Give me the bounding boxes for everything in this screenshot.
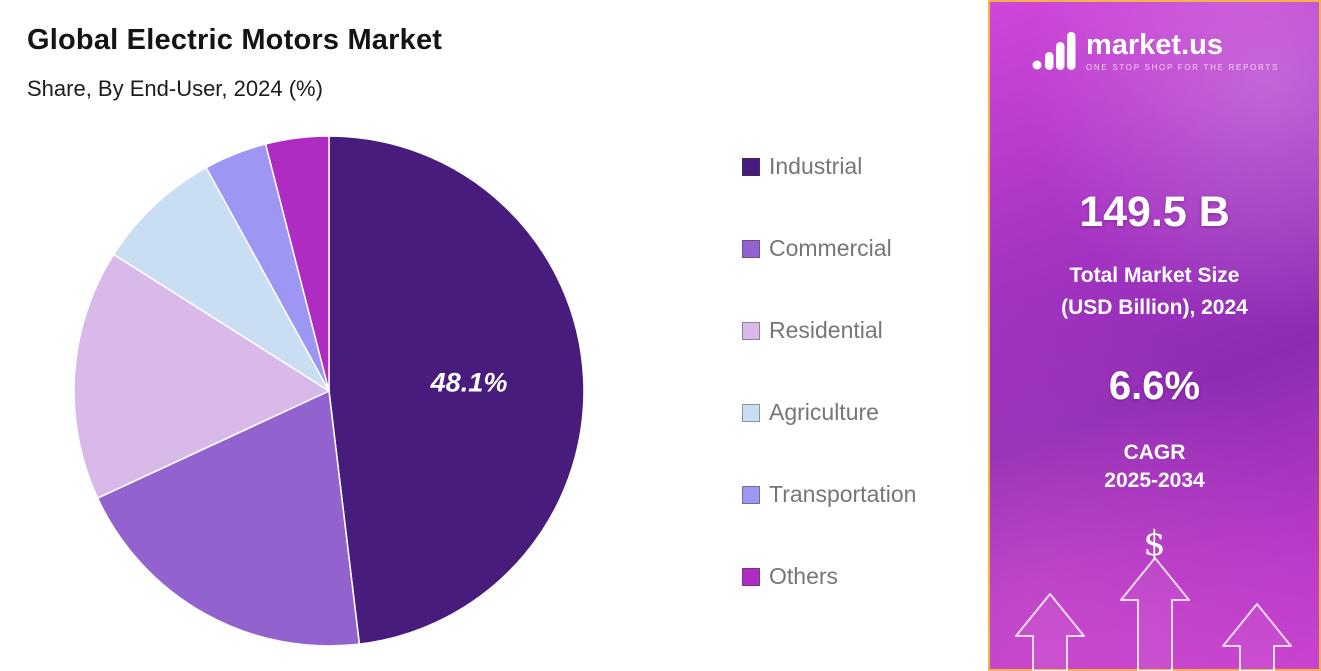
pie-slice-commercial [96,389,361,647]
chart-title: Global Electric Motors Market [27,24,443,56]
pie-chart: 48.1% [73,135,585,647]
market-size-label-line2: (USD Billion), 2024 [1061,295,1248,319]
market-size-value: 149.5 B [1079,188,1230,236]
brand-text: market.us ONE STOP SHOP FOR THE REPORTS [1085,28,1280,73]
legend-label: Industrial [769,153,863,179]
legend-item-residential: Residential [742,317,916,344]
legend: Industrial Commercial Residential Agricultu… [742,153,916,590]
cagr-label-line1: CAGR [1123,441,1186,464]
marketus-logo-icon [1032,32,1076,70]
pie-slice-agriculture [112,166,330,392]
legend-item-agriculture: Agriculture [742,399,916,426]
pie-slice-others [264,135,330,392]
market-size-label: Total Market Size (USD Billion), 2024 [990,260,1319,323]
promo-panel: market.us ONE STOP SHOP FOR THE REPORTS … [988,0,1321,671]
legend-item-others: Others [742,563,916,590]
legend-swatch-icon [742,157,760,176]
legend-swatch-icon [742,403,760,422]
legend-label: Agriculture [769,399,879,425]
legend-swatch-icon [742,567,760,586]
legend-swatch-icon [742,321,760,340]
cagr-label-line2: 2025-2034 [1104,469,1205,493]
pie-slice-residential [73,253,331,500]
legend-item-industrial: Industrial [742,153,916,180]
chart-subtitle: Share, By End-User, 2024 (%) [27,76,323,101]
legend-item-commercial: Commercial [742,235,916,262]
dollar-symbol: $ [1143,524,1166,564]
growth-arrows-icon [1014,557,1292,671]
market-size-label-line1: Total Market Size [1069,264,1240,287]
pie-slice-label: 48.1% [430,367,508,398]
growth-arrow-icon [1014,593,1085,671]
legend-label: Others [769,563,839,589]
growth-arrow-icon [1119,557,1190,671]
legend-label: Residential [769,317,883,343]
legend-item-transportation: Transportation [742,481,916,508]
legend-label: Commercial [769,235,892,261]
cagr-label: CAGR 2025-2034 [990,439,1319,496]
legend-label: Transportation [769,481,917,507]
brand-tagline: ONE STOP SHOP FOR THE REPORTS [1085,63,1280,73]
legend-swatch-icon [742,485,760,504]
brand-name: market.us [1085,28,1223,61]
pie-slice-industrial [328,135,585,645]
growth-arrow-icon [1221,603,1292,671]
brand: market.us ONE STOP SHOP FOR THE REPORTS [990,28,1319,74]
legend-swatch-icon [742,239,760,258]
cagr-value: 6.6% [1108,364,1201,408]
